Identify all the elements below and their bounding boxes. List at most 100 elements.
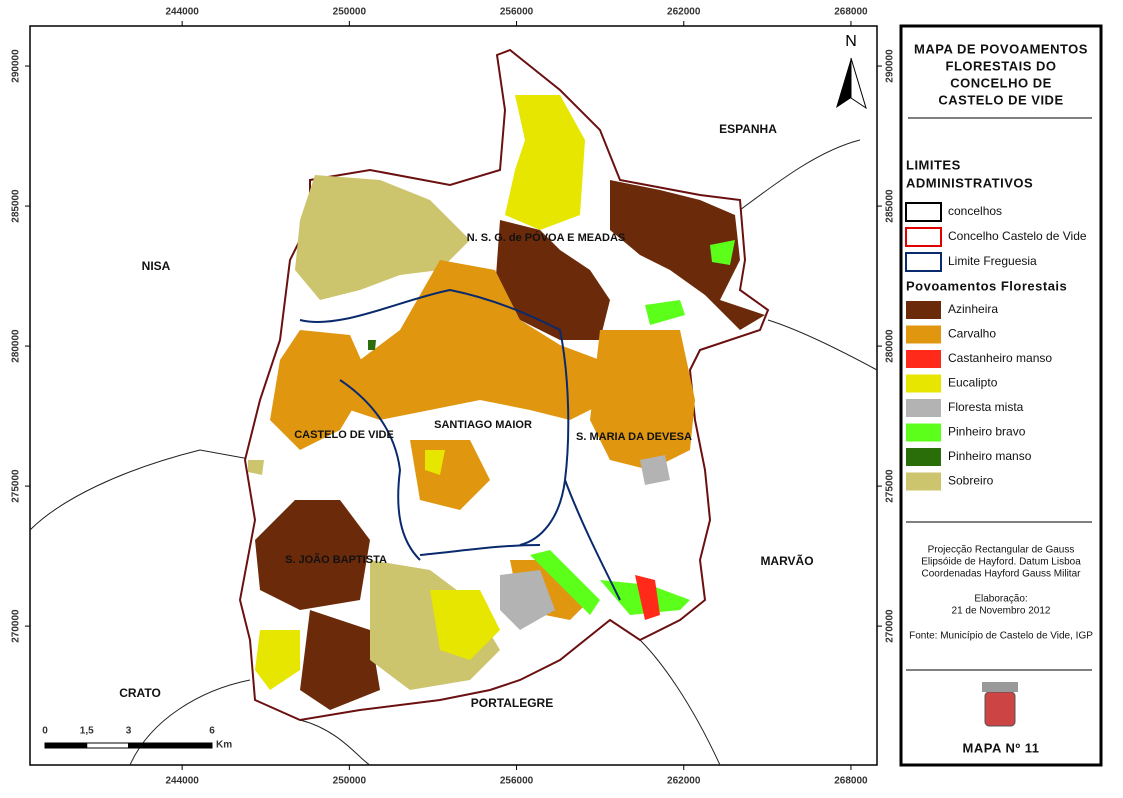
y-tick-label: 285000 — [885, 189, 896, 223]
x-tick-label: 262000 — [667, 776, 701, 787]
y-tick-label: 275000 — [11, 469, 22, 503]
forest-patch — [500, 570, 555, 630]
parish-boundaries — [299, 288, 621, 601]
forest-patch — [295, 175, 470, 300]
forest-patch — [530, 550, 600, 615]
legend-label: Pinheiro bravo — [948, 425, 1026, 439]
scale-label: 0 — [42, 726, 48, 737]
y-tick-label: 290000 — [885, 49, 896, 83]
forest-patch — [255, 500, 370, 610]
scale-segment — [86, 742, 129, 749]
scale-segment — [44, 742, 88, 749]
boundary — [129, 679, 251, 766]
x-tick-label: 256000 — [500, 776, 534, 787]
boundary — [299, 719, 371, 766]
legend-swatch — [906, 448, 941, 466]
legend-frame — [899, 24, 1103, 767]
forest-patch — [610, 180, 765, 330]
y-tick-label: 270000 — [11, 609, 22, 643]
north-arrow-left — [836, 58, 851, 108]
place-label: CRATO — [119, 686, 161, 700]
boundary — [639, 639, 721, 766]
coat-of-arms — [982, 682, 1018, 727]
place-label: SANTIAGO MAIOR — [434, 419, 532, 431]
legend-label: Castanheiro manso — [948, 351, 1052, 365]
scale-segment — [128, 742, 213, 749]
forest-patch — [368, 340, 376, 350]
source: Fonte: Município de Castelo de Vide, IGP — [909, 631, 1093, 642]
legend-label: Concelho Castelo de Vide — [948, 229, 1087, 243]
north-arrow: N — [836, 33, 867, 110]
forest-patch — [505, 95, 585, 230]
parish-line — [339, 379, 421, 561]
legend-heading: LIMITES — [906, 157, 961, 172]
legend-swatch — [906, 472, 941, 491]
forest-patch — [300, 610, 380, 710]
forest-patch — [640, 455, 670, 485]
boundary — [767, 319, 878, 371]
parish-line — [564, 479, 621, 601]
forest-patch — [350, 260, 610, 420]
north-label: N — [845, 33, 857, 50]
place-label: PORTALEGRE — [471, 696, 553, 710]
legend-heading: Povoamentos Florestais — [906, 278, 1067, 293]
place-label: S. MARIA DA DEVESA — [576, 431, 692, 443]
x-tick-label: 268000 — [834, 776, 868, 787]
legend-swatch — [906, 423, 941, 442]
forest-patch — [270, 330, 370, 450]
note: Coordenadas Hayford Gauss Militar — [922, 569, 1082, 580]
legend-title: CONCELHO DE — [950, 75, 1052, 90]
y-tick-label: 275000 — [885, 469, 896, 503]
external-boundaries — [29, 139, 878, 766]
note: Elipsóide de Hayford. Datum Lisboa — [921, 557, 1081, 568]
place-label: N. S. G. de PÓVOA E MEADAS — [467, 231, 626, 244]
legend-swatch — [905, 252, 942, 272]
map-number: MAPA Nº 11 — [963, 740, 1040, 755]
legend-title: CASTELO DE VIDE — [938, 92, 1063, 107]
place-label: NISA — [142, 259, 171, 273]
y-tick-label: 290000 — [11, 49, 22, 83]
boundary — [29, 449, 256, 531]
legend-title: FLORESTAIS DO — [946, 58, 1057, 73]
y-tick-label: 280000 — [885, 329, 896, 363]
y-tick-label: 285000 — [11, 189, 22, 223]
x-tick-label: 250000 — [333, 776, 367, 787]
legend-label: Pinheiro manso — [948, 449, 1032, 463]
place-label: ESPANHA — [719, 122, 777, 136]
y-tick-label: 270000 — [885, 609, 896, 643]
scale-label: 1,5 — [80, 726, 94, 737]
note: Elaboração: — [974, 594, 1027, 605]
boundary — [739, 139, 861, 211]
forest-patch — [590, 330, 695, 470]
legend-label: Azinheira — [948, 302, 998, 316]
forest-patch — [425, 450, 445, 475]
x-tick-label: 244000 — [165, 7, 199, 18]
x-tick-label: 262000 — [667, 7, 701, 18]
forest-patch — [430, 590, 500, 660]
forest-patch — [645, 300, 685, 325]
note: Projecção Rectangular de Gauss — [928, 545, 1075, 556]
forest-patches — [248, 95, 765, 710]
shield — [984, 691, 1016, 727]
forest-patch — [710, 240, 735, 265]
parish-line — [299, 288, 570, 546]
place-label: S. JOÃO BAPTISTA — [285, 553, 387, 566]
crown — [982, 682, 1018, 692]
x-tick-label: 256000 — [500, 7, 534, 18]
forest-patch — [635, 575, 660, 620]
forest-patch — [248, 460, 264, 475]
legend-swatch — [906, 350, 941, 368]
scale-label: 6 — [209, 726, 215, 737]
legend-swatch — [905, 227, 942, 247]
x-tick-label: 244000 — [165, 776, 199, 787]
y-tick-label: 280000 — [11, 329, 22, 363]
legend-label: Floresta mista — [948, 400, 1024, 414]
legend-heading: ADMINISTRATIVOS — [906, 175, 1033, 190]
legend-swatch — [906, 325, 941, 344]
legend-label: Sobreiro — [948, 474, 994, 488]
scale-unit: Km — [216, 740, 232, 751]
legend-swatch — [905, 202, 942, 222]
legend-swatch — [906, 399, 941, 417]
legend-label: Limite Freguesia — [948, 254, 1037, 268]
